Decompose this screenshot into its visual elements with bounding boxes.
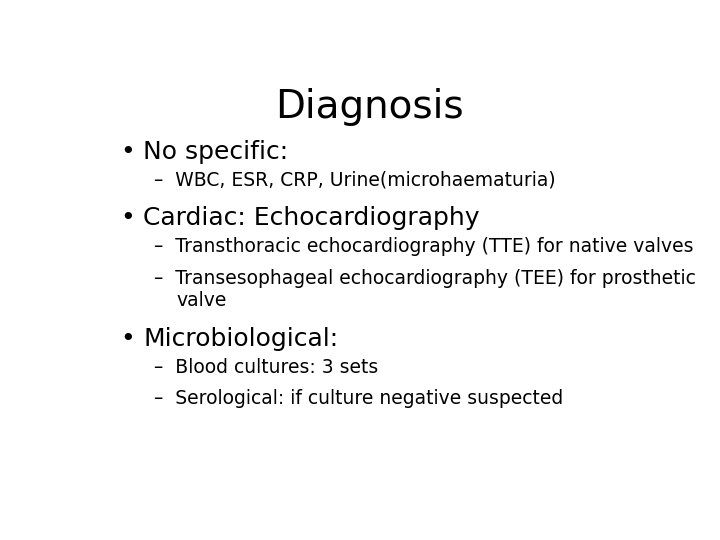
Text: •: • — [121, 140, 135, 164]
Text: •: • — [121, 206, 135, 230]
Text: –  Blood cultures: 3 sets: – Blood cultures: 3 sets — [154, 358, 379, 377]
Text: Cardiac: Echocardiography: Cardiac: Echocardiography — [143, 206, 480, 230]
Text: –  WBC, ESR, CRP, Urine(microhaematuria): – WBC, ESR, CRP, Urine(microhaematuria) — [154, 171, 556, 190]
Text: –  Transthoracic echocardiography (TTE) for native valves: – Transthoracic echocardiography (TTE) f… — [154, 238, 693, 256]
Text: •: • — [121, 327, 135, 351]
Text: No specific:: No specific: — [143, 140, 288, 164]
Text: Microbiological:: Microbiological: — [143, 327, 338, 351]
Text: –  Serological: if culture negative suspected: – Serological: if culture negative suspe… — [154, 389, 564, 408]
Text: valve: valve — [176, 292, 227, 310]
Text: –  Transesophageal echocardiography (TEE) for prosthetic: – Transesophageal echocardiography (TEE)… — [154, 268, 696, 287]
Text: Diagnosis: Diagnosis — [275, 87, 463, 126]
